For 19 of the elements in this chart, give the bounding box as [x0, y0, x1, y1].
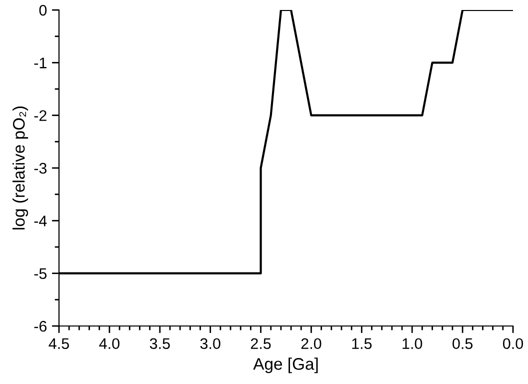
- x-tick-label: 2.0: [301, 338, 322, 350]
- x-tick-label: 0.5: [452, 338, 473, 350]
- x-tick-label: 1.5: [352, 338, 372, 350]
- y-axis-title: log (relative pO₂): [12, 106, 28, 230]
- x-tick-label: 4.5: [48, 338, 69, 350]
- y-tick-label: 0: [39, 4, 47, 16]
- x-tick-label: 1.0: [402, 338, 422, 350]
- x-axis-title: Age [Ga]: [253, 358, 318, 374]
- y-tick-label: -2: [34, 110, 46, 121]
- y-tick-label: -3: [34, 162, 47, 174]
- y-tick-label: -1: [34, 58, 46, 68]
- x-tick-label: 3.5: [150, 338, 170, 350]
- x-tick-label: 4.0: [99, 338, 120, 350]
- x-tick-label: 0.0: [502, 338, 524, 350]
- x-tick-label: 3.0: [200, 338, 220, 350]
- x-tick-label: 2.5: [250, 338, 271, 350]
- y-tick-label: -4: [34, 216, 47, 226]
- y-tick-label: -6: [34, 320, 47, 332]
- y-tick-label: -5: [34, 268, 47, 280]
